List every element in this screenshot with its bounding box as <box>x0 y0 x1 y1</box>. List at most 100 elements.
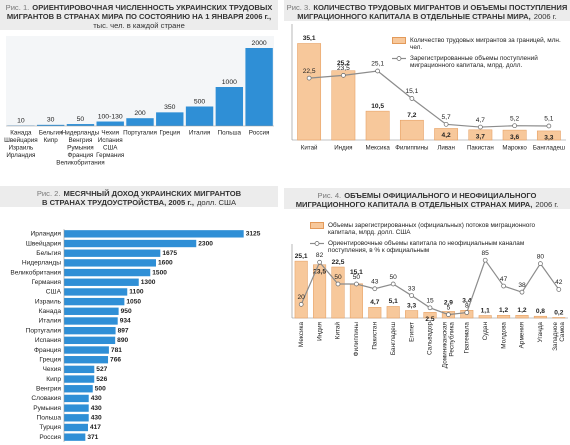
value-label: 950 <box>121 308 132 315</box>
legend-swatch <box>392 37 406 44</box>
x-tick-label: Мексика <box>365 145 390 152</box>
line-marker <box>409 96 415 101</box>
line-value-label: 8 <box>465 302 469 309</box>
x-tick-label: Польша <box>218 130 242 137</box>
chart-subtitle: долл. США <box>196 198 237 207</box>
y-tick-label: Испания <box>35 337 62 344</box>
bar-value-label: 1,2 <box>499 307 508 314</box>
line-marker <box>546 123 552 129</box>
y-tick-label: Италия <box>39 318 62 325</box>
line-marker <box>375 68 380 74</box>
y-tick-label: Россия <box>39 434 61 441</box>
bar <box>423 312 437 319</box>
bar <box>156 112 184 126</box>
legend-label: Ориентировочные объемы капитала по неофи… <box>328 239 525 255</box>
chart-header: Рис. 3. КОЛИЧЕСТВО ТРУДОВЫХ МИГРАНТОВ И О… <box>284 0 570 21</box>
line-value-label: 5,1 <box>544 116 553 123</box>
y-tick-label: Греция <box>39 356 61 363</box>
chart-header: Рис. 2. МЕСЯЧНЫЙ ДОХОД УКРАИНСКИХ МИГРАНТ… <box>0 186 278 207</box>
line-value-label: 42 <box>555 279 563 286</box>
chart-title: ОРИЕНТИРОВОЧНАЯ ЧИСЛЕННОСТЬ УКРАИНСКИХ Т… <box>32 3 273 12</box>
line-value-label: 47 <box>500 276 508 283</box>
x-tick-label: Западное <box>552 322 559 351</box>
chart-title: МИГРАЦИОННОГО КАПИТАЛА В ОТДЕЛЬНЫЕ СТРАН… <box>297 12 531 21</box>
legend-label: Количество трудовых мигрантов за границе… <box>410 37 561 52</box>
bar-value-label: 3,6 <box>510 134 519 141</box>
y-tick-label: Румыния <box>33 405 61 412</box>
line-marker <box>427 305 433 311</box>
chart-subtitle: тыс. чел. в каждой стране <box>93 21 185 30</box>
chart-subtitle: 2006 г. <box>533 12 557 21</box>
y-tick-label: Словакия <box>31 395 61 402</box>
line-marker <box>519 289 525 295</box>
line-value-label: 82 <box>316 252 324 259</box>
x-tick-label: Марокко <box>502 145 527 152</box>
y-tick-label: Израиль <box>35 298 62 305</box>
line-value-label: 4,7 <box>476 117 485 124</box>
x-tick-label: Россия <box>249 130 270 137</box>
value-label: 500 <box>194 98 206 105</box>
line-marker <box>298 302 304 307</box>
line-marker <box>354 281 359 287</box>
y-tick-label: Венгрия <box>36 386 61 393</box>
legend-swatch <box>310 222 324 229</box>
bar <box>434 128 459 141</box>
chart-panel: 35,1 25,2 10,5 7,2 4,2 3,7 3,6 3,3 22,5 23,5 25,1 1… <box>284 0 570 182</box>
line-value-label: 15 <box>426 298 434 305</box>
line-marker <box>446 312 451 317</box>
value-label: 890 <box>117 337 128 344</box>
bar-value-label: 23,5 <box>313 268 326 275</box>
value-label: 1050 <box>126 298 141 305</box>
x-tick-label: Франция <box>68 152 94 159</box>
legend-marker <box>314 240 320 246</box>
x-tick-label: Сальвадор <box>427 322 434 355</box>
chart-title: МИГРАЦИОННОГО КАПИТАЛА В ОТДЕЛЬНЫХ СТРАН… <box>295 200 533 209</box>
bar <box>297 43 322 141</box>
x-tick-label: Ливан <box>437 145 455 152</box>
x-tick-label: Швейцария <box>4 136 38 144</box>
value-label: 1300 <box>141 279 156 286</box>
value-label: 417 <box>90 424 101 431</box>
bar <box>66 124 95 126</box>
chart-title: МЕСЯЧНЫЙ ДОХОД УКРАИНСКИХ МИГРАНТОВ <box>63 189 242 198</box>
x-tick-label: США <box>103 145 118 152</box>
line-marker <box>501 283 506 289</box>
x-tick-label: Венгрия <box>68 137 92 144</box>
value-label: 430 <box>91 415 102 422</box>
bar <box>64 268 151 277</box>
bar <box>515 315 529 319</box>
y-tick-label: Португалия <box>26 327 62 334</box>
x-tick-label: Доминиканская <box>442 321 449 368</box>
x-tick-label: Молдова <box>500 322 507 349</box>
line-marker <box>556 287 562 292</box>
line-marker <box>464 310 470 315</box>
bar <box>64 336 116 345</box>
bar <box>64 356 109 364</box>
x-tick-label: Филиппины <box>395 145 429 152</box>
line-marker <box>538 261 543 266</box>
line-value-label: 85 <box>482 250 490 257</box>
x-tick-label: Бангладеш <box>390 322 397 355</box>
chart-title: ОБЪЕМЫ ОФИЦИАЛЬНОГО И НЕОФИЦИАЛЬНОГО <box>344 191 537 200</box>
line-marker <box>335 281 341 287</box>
x-tick-label: Португалия <box>123 130 157 137</box>
chart: 35,1 25,2 10,5 7,2 4,2 3,7 3,6 3,3 22,5 23,5 25,1 1… <box>291 24 566 152</box>
value-label: 2000 <box>252 40 267 47</box>
bar <box>368 307 382 319</box>
x-tick-label: Филиппины <box>353 322 360 357</box>
y-tick-label: Турция <box>39 424 61 431</box>
figure-label: Рис. 4. <box>317 191 342 200</box>
bar <box>215 87 244 126</box>
legend-line-icon <box>310 240 324 246</box>
x-tick-label: Гватемала <box>463 322 470 354</box>
x-tick-label: Нидерланды <box>62 130 100 137</box>
bar <box>64 297 125 306</box>
line-marker <box>341 73 346 78</box>
legend-swatch <box>310 240 324 247</box>
line-value-label: 23,5 <box>337 65 350 72</box>
bar <box>36 124 65 126</box>
bar <box>64 239 197 248</box>
line-value-label: 20 <box>298 294 306 301</box>
legend-entry: Объемы зарегистрированных (официальных) … <box>310 222 564 237</box>
